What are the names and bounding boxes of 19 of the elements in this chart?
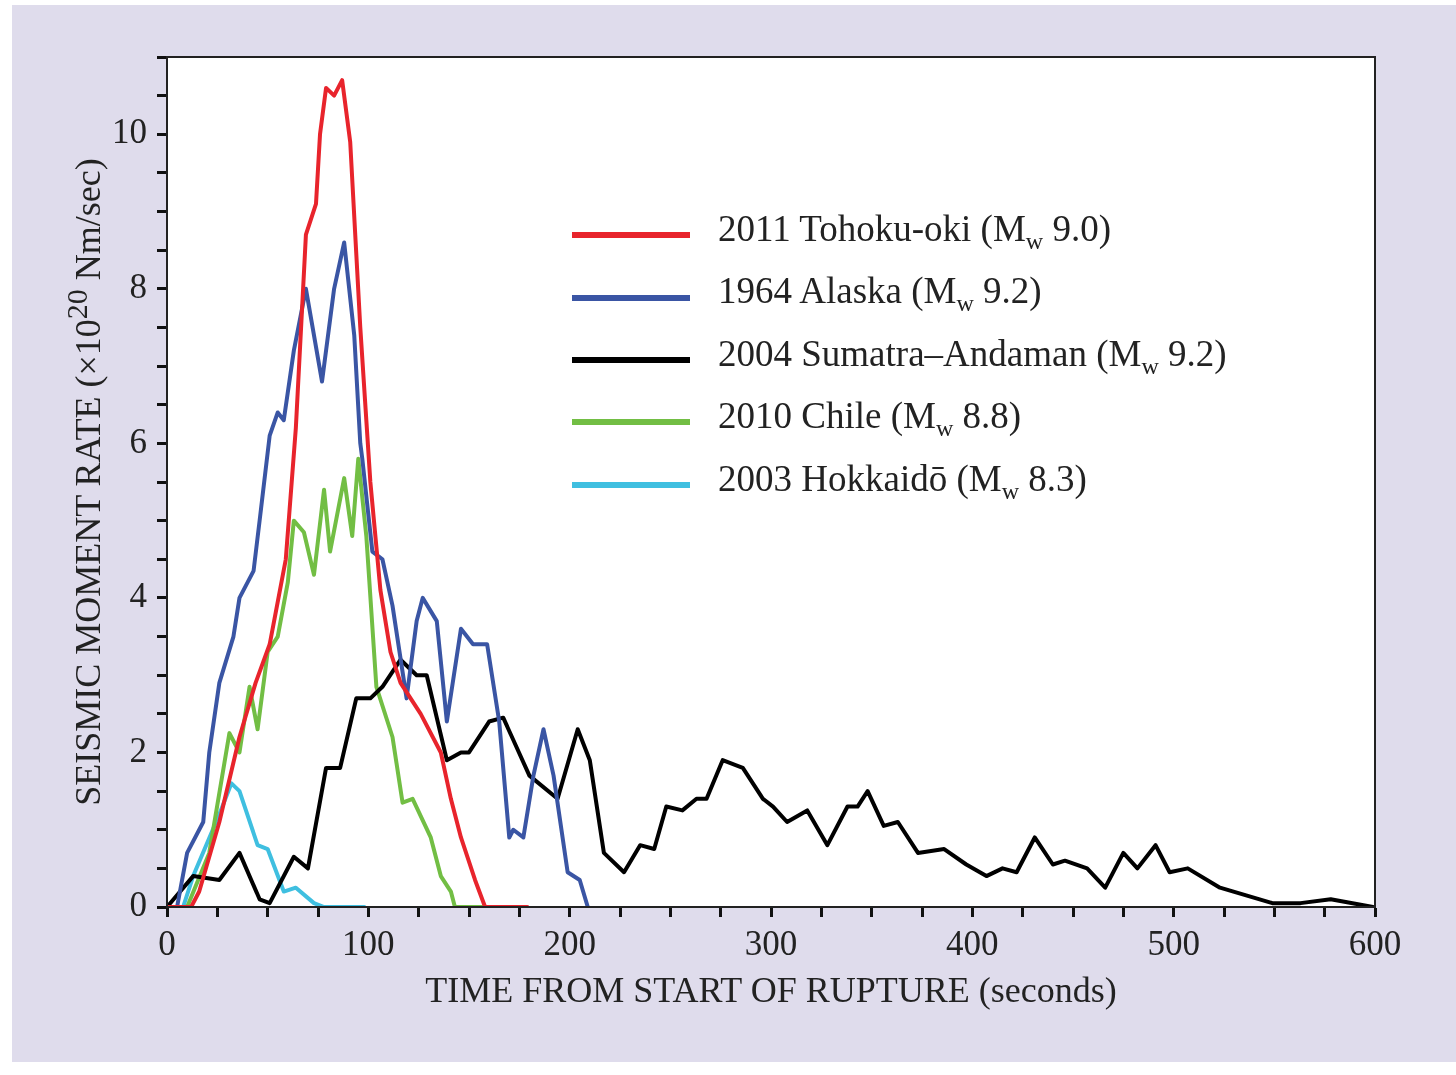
x-tick-label: 400 <box>946 924 999 964</box>
legend-label: 2004 Sumatra–Andaman (M$_{w}$ 9.2) <box>718 331 1227 382</box>
x-tick-label: 500 <box>1147 924 1200 964</box>
legend-label: 1964 Alaska (M$_{w}$ 9.2) <box>718 269 1042 319</box>
y-tick-label: 2 <box>129 730 147 770</box>
x-tick-label: 300 <box>744 924 798 964</box>
legend-label: 2003 Hokkaidō (M$_{w}$ 8.3) <box>718 456 1087 506</box>
y-tick-label: 10 <box>112 112 147 152</box>
x-tick-label: 0 <box>158 924 176 964</box>
y-tick-label: 8 <box>129 267 147 307</box>
x-axis-title: TIME FROM START OF RUPTURE (seconds) <box>425 969 1117 1011</box>
x-tick-label: 600 <box>1348 924 1402 964</box>
y-tick-label: 4 <box>129 576 147 616</box>
x-tick-label: 100 <box>342 924 395 964</box>
legend-label: 2011 Tohoku-oki (M$_{w}$ 9.0) <box>718 207 1112 257</box>
y-tick-label: 0 <box>129 885 147 925</box>
legend-label: 2010 Chile (M$_{w}$ 8.8) <box>718 394 1022 444</box>
y-tick-label: 6 <box>129 421 147 461</box>
x-tick-label: 200 <box>543 924 596 964</box>
